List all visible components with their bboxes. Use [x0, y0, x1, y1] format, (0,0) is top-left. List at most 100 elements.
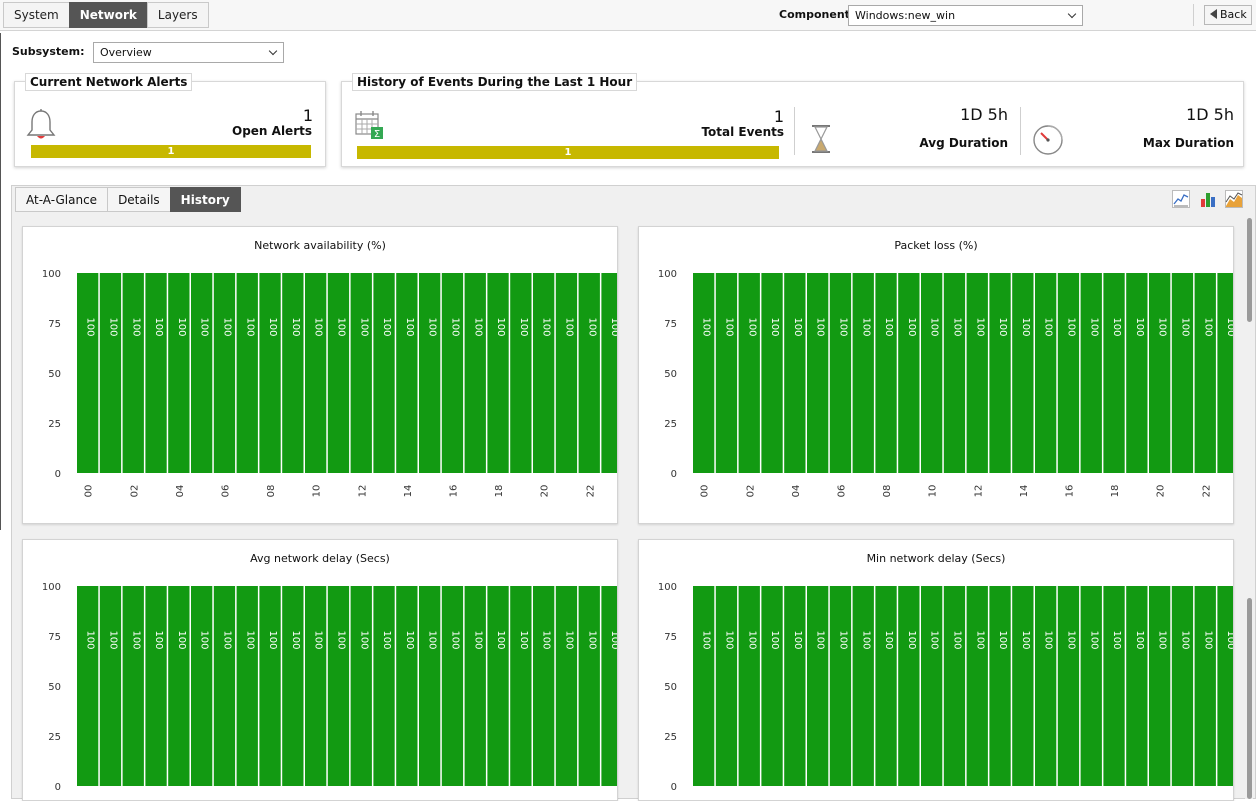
bar-data-label: 100	[837, 630, 848, 649]
bar	[77, 273, 99, 473]
bar-data-label: 100	[290, 317, 301, 336]
bar	[875, 586, 897, 786]
bar-data-label: 100	[951, 630, 962, 649]
chart-min-network-delay: 0 25 50 75 100 100 100 100 100 100 100 100 100 100 100…	[658, 582, 1233, 793]
bar	[989, 273, 1011, 473]
x-tick-label: 08	[882, 485, 893, 498]
chart-card-packet-loss: Packet loss (%) 0 25 50 75 100 100 100 100 100 10…	[638, 226, 1234, 524]
bar-data-label: 100	[860, 317, 871, 336]
bar-data-label: 100	[85, 317, 96, 336]
chevron-down-icon	[268, 46, 278, 56]
bar	[441, 273, 464, 473]
total-events-count: 1	[773, 107, 784, 126]
tab-details[interactable]: Details	[107, 187, 171, 212]
x-tick-label: 06	[836, 485, 847, 498]
bar-data-label: 100	[1111, 630, 1122, 649]
bar	[327, 586, 350, 786]
bar	[191, 273, 213, 473]
x-tick-label: 10	[312, 485, 323, 498]
total-events-label: Total Events	[701, 125, 784, 139]
x-tick-label: 16	[448, 485, 459, 498]
bar-data-label: 100	[792, 630, 803, 649]
bar	[1035, 273, 1057, 473]
y-tick-label: 100	[658, 269, 677, 280]
tab-history[interactable]: History	[169, 187, 241, 212]
hourglass-icon	[812, 125, 830, 153]
bar-data-label: 100	[1065, 630, 1076, 649]
subsystem-label: Subsystem:	[12, 45, 85, 58]
bar-data-label: 100	[906, 630, 917, 649]
bar-chart-icon[interactable]	[1199, 190, 1217, 208]
x-tick-label: 16	[1064, 485, 1075, 498]
subsystem-select[interactable]: Overview	[93, 42, 284, 63]
bar	[282, 586, 304, 786]
x-tick-label: 02	[129, 485, 140, 498]
bar	[1103, 273, 1125, 473]
bar-data-label: 100	[130, 630, 141, 649]
bar-data-label: 100	[85, 630, 96, 649]
back-button[interactable]: Back	[1204, 5, 1252, 25]
bar	[875, 273, 897, 473]
bar	[213, 586, 236, 786]
bar-data-label: 100	[1134, 317, 1145, 336]
tab-layers[interactable]: Layers	[146, 2, 209, 28]
x-tick-label: 18	[1110, 485, 1121, 498]
bar-data-label: 100	[883, 317, 894, 336]
bar-data-label: 100	[381, 317, 392, 336]
bar-data-label: 100	[267, 630, 278, 649]
bar	[555, 273, 578, 473]
left-edge-line	[0, 33, 1, 530]
bar	[601, 586, 617, 786]
bar-data-label: 100	[701, 317, 712, 336]
bar	[898, 273, 920, 473]
chart-card-min-network-delay: Min network delay (Secs) 0 25 50 75 100 100 10…	[638, 539, 1234, 801]
subsystem-select-value: Overview	[100, 46, 152, 59]
bar	[943, 586, 966, 786]
scrollbar-thumb-lower[interactable]	[1247, 598, 1252, 799]
y-tick-label: 0	[671, 782, 677, 793]
bar	[1012, 586, 1034, 786]
bar-data-label: 100	[906, 317, 917, 336]
bar-data-label: 100	[1065, 317, 1076, 336]
bar	[533, 586, 555, 786]
bar	[852, 586, 874, 786]
bar	[145, 273, 167, 473]
scrollbar-thumb-upper[interactable]	[1247, 218, 1252, 322]
bar	[738, 586, 760, 786]
bar-data-label: 100	[1020, 317, 1031, 336]
bar-data-label: 100	[221, 317, 232, 336]
bar-data-label: 100	[929, 317, 940, 336]
bar	[464, 586, 486, 786]
chart-title: Network availability (%)	[254, 239, 386, 252]
bar	[1080, 273, 1102, 473]
y-tick-label: 25	[664, 419, 677, 430]
x-tick-label: 10	[928, 485, 939, 498]
tab-at-a-glance[interactable]: At-A-Glance	[15, 187, 109, 212]
bar-data-label: 100	[472, 630, 483, 649]
bar	[305, 586, 327, 786]
bar-data-label: 100	[427, 630, 438, 649]
area-chart-icon[interactable]	[1225, 190, 1243, 208]
component-select[interactable]: Windows:new_win	[848, 5, 1083, 26]
bar-data-label: 100	[381, 630, 392, 649]
x-tick-label: 08	[266, 485, 277, 498]
bar-data-label: 100	[404, 317, 415, 336]
chart-title: Avg network delay (Secs)	[250, 552, 390, 565]
bar-data-label: 100	[951, 317, 962, 336]
bar-data-label: 100	[860, 630, 871, 649]
bar-data-label: 100	[1043, 630, 1054, 649]
scrollbar-track[interactable]	[1245, 215, 1253, 799]
line-chart-icon[interactable]	[1172, 190, 1190, 208]
tab-network[interactable]: Network	[68, 2, 148, 28]
bar	[213, 273, 236, 473]
bar	[487, 273, 509, 473]
tab-system[interactable]: System	[3, 2, 70, 28]
bar-data-label: 100	[929, 630, 940, 649]
x-tick-label: 14	[403, 485, 414, 498]
bar	[578, 273, 600, 473]
bar	[807, 273, 829, 473]
bar-data-label: 100	[290, 630, 301, 649]
bar	[77, 586, 99, 786]
bar	[1217, 273, 1233, 473]
bar-data-label: 100	[1179, 630, 1190, 649]
